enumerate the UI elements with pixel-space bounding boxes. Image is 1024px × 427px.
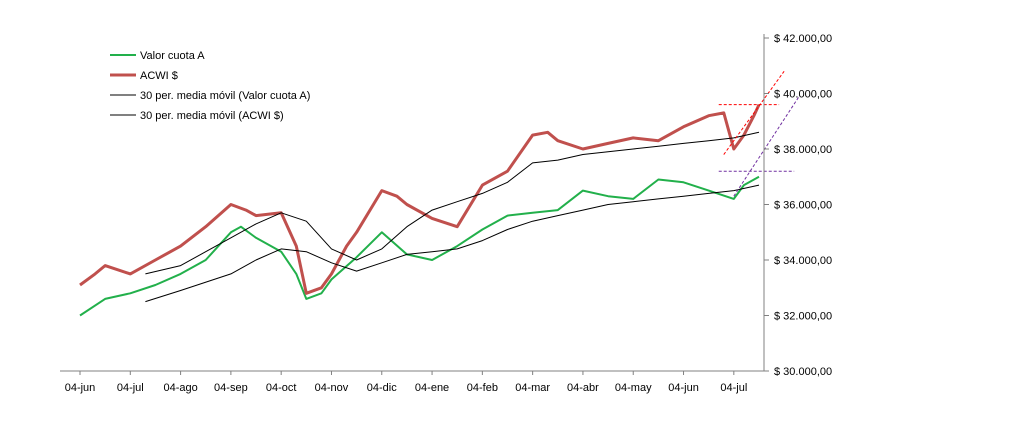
x-tick-label: 04-ago bbox=[163, 382, 197, 394]
x-tick-label: 04-jun bbox=[65, 382, 96, 394]
y-tick-label: $ 40.000,00 bbox=[774, 89, 832, 101]
legend-label-0: Valor cuota A bbox=[140, 50, 205, 62]
y-tick-label: $ 30.000,00 bbox=[774, 366, 832, 378]
legend-label-3: 30 per. media móvil (ACWI $) bbox=[140, 110, 284, 122]
legend-label-2: 30 per. media móvil (Valor cuota A) bbox=[140, 90, 310, 102]
x-tick-label: 04-jun bbox=[668, 382, 699, 394]
series-line-2 bbox=[145, 184, 760, 303]
x-tick-label: 04-jul bbox=[117, 382, 144, 394]
x-axis: 04-jun 04-jul 04-ago 04-sep 04-oct 04-nov 04-d… bbox=[60, 370, 764, 394]
x-tick-label: 04-jul bbox=[720, 382, 747, 394]
x-tick-label: 04-oct bbox=[266, 382, 297, 394]
y-axis: $ 30.000,00 $ 32.000,00 $ 34.000,00 $ 36.00… bbox=[763, 33, 832, 378]
x-tick-label: 04-dic bbox=[367, 382, 397, 394]
x-tick-label: 04-nov bbox=[315, 382, 349, 394]
series-line-1 bbox=[79, 103, 761, 295]
y-tick-label: $ 36.000,00 bbox=[774, 200, 832, 212]
series-line-0 bbox=[79, 175, 760, 317]
x-tick-label: 04-abr bbox=[567, 382, 599, 394]
x-tick-label: 04-ene bbox=[415, 382, 449, 394]
legend-label-1: ACWI $ bbox=[140, 70, 178, 82]
y-tick-label: $ 38.000,00 bbox=[774, 144, 832, 156]
x-tick-label: 04-feb bbox=[467, 382, 498, 394]
y-tick-label: $ 34.000,00 bbox=[774, 255, 832, 267]
x-tick-label: 04-sep bbox=[214, 382, 248, 394]
y-tick-label: $ 42.000,00 bbox=[774, 33, 832, 45]
y-tick-label: $ 32.000,00 bbox=[774, 311, 832, 323]
series-line-3 bbox=[145, 131, 760, 275]
legend: Valor cuota A ACWI $ 30 per. media móvil (… bbox=[110, 50, 310, 122]
x-tick-label: 04-may bbox=[615, 382, 652, 394]
x-tick-label: 04-mar bbox=[515, 382, 550, 394]
red-trend-line bbox=[723, 71, 785, 155]
plot-area bbox=[79, 71, 800, 317]
